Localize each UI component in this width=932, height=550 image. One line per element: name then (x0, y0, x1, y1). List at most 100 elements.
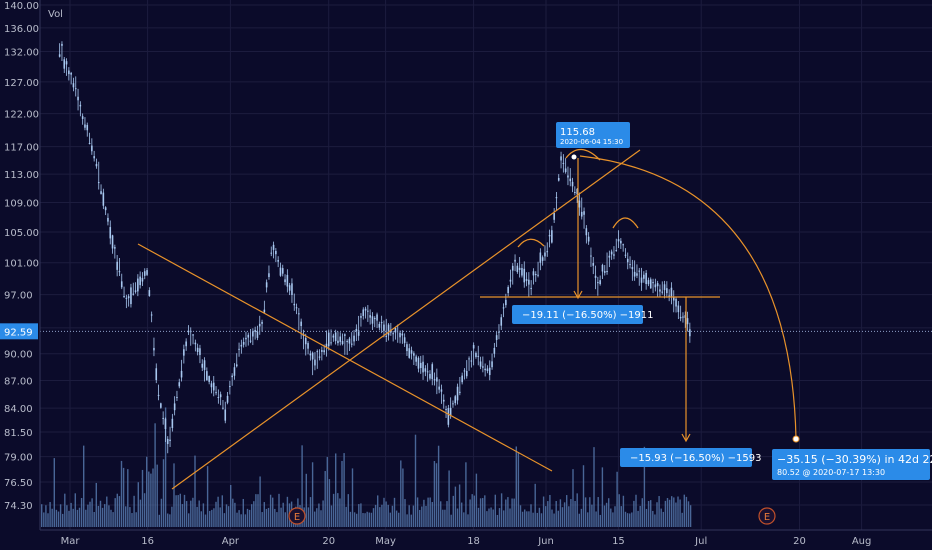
volume-bar (631, 512, 633, 527)
measure2-label-box (620, 448, 752, 467)
candle-body (118, 271, 121, 273)
volume-bar (59, 504, 62, 527)
price-tick-label: 101.00 (4, 259, 39, 270)
volume-bar (635, 494, 637, 527)
volume-bar (106, 496, 108, 527)
candle-body (433, 379, 436, 381)
candle-body (102, 192, 105, 206)
volume-bar (547, 501, 549, 527)
price-tick-label: 76.50 (4, 478, 33, 489)
candle-body (245, 337, 247, 340)
candle-body (268, 273, 270, 277)
candle-body (325, 343, 328, 348)
volume-bar (650, 500, 652, 527)
volume-bar (536, 512, 538, 527)
volume-bar (141, 469, 144, 527)
volume-bar (70, 502, 72, 527)
volume-bar (685, 496, 688, 527)
candle-body (484, 368, 486, 371)
time-axis[interactable]: Mar 16 Apr 20 May 18 Jun 15 Jul 20 Aug (40, 529, 932, 547)
candle-body (576, 189, 578, 195)
earnings-marker (288, 507, 306, 525)
volume-bar (259, 476, 261, 527)
candle-body (408, 348, 411, 358)
volume-bar (45, 505, 47, 527)
time-tick-label: Aug (852, 536, 872, 547)
price-axis[interactable]: 140.00 136.00 132.00 127.00 122.00 117.00 113.… (0, 0, 41, 530)
volume-bar (395, 510, 398, 527)
candle-body (224, 409, 227, 421)
volume-bar (282, 502, 284, 527)
price-tick-label: 87.00 (4, 376, 33, 387)
candle-body (567, 175, 569, 178)
volume-bar (188, 513, 190, 527)
candle-body (153, 347, 155, 351)
time-tick-label: Jun (537, 536, 554, 547)
candle-body (247, 334, 250, 338)
candle-body (640, 277, 643, 283)
volume-bar (513, 498, 515, 527)
volume-bar (461, 502, 463, 527)
candle-body (482, 366, 484, 368)
volume-bar (454, 486, 457, 527)
volume-bar (284, 512, 286, 527)
volume-bar (164, 407, 167, 527)
volume-bar (230, 485, 232, 527)
candle-body (256, 331, 259, 338)
volume-bar (173, 463, 175, 527)
volume-bar (488, 508, 490, 527)
volume-bar (257, 494, 259, 527)
candle-body (456, 386, 459, 401)
candle-body (364, 308, 367, 311)
volume-bar (324, 471, 326, 527)
volume-bar (76, 509, 79, 527)
volume-bar (204, 514, 207, 527)
volume-bar (505, 499, 507, 527)
candle-body (350, 343, 353, 345)
volume-bar (253, 501, 255, 527)
candle-body (212, 382, 215, 391)
volume-bar (398, 512, 400, 527)
peak-price: 115.68 (560, 127, 595, 138)
candle-body (148, 290, 151, 297)
candle-body (442, 399, 445, 402)
price-tick-label: 81.50 (4, 428, 33, 439)
candle-body (477, 355, 480, 357)
candle-body (252, 331, 254, 337)
volume-bar (280, 507, 282, 527)
candle-body (120, 281, 123, 288)
volume-bar (666, 498, 669, 527)
volume-bar (62, 513, 64, 527)
candle-body (327, 332, 330, 347)
candle-body (419, 362, 422, 369)
candle-body (424, 368, 427, 372)
price-tick-label: 74.30 (4, 501, 33, 512)
volume-bar (162, 459, 165, 527)
candle-body (380, 322, 383, 324)
candle-body (114, 247, 116, 249)
volume-bar (129, 507, 131, 527)
volume-bar (192, 497, 194, 527)
candle-body (534, 274, 537, 276)
candle-body (162, 417, 164, 419)
volume-bar (240, 514, 242, 527)
candle-body (385, 335, 388, 337)
volume-bar (452, 495, 454, 527)
volume-bar (370, 512, 373, 527)
volume-bar (561, 507, 564, 527)
volume-bar (654, 514, 656, 527)
volume-bar (431, 502, 433, 527)
candle-body (383, 324, 385, 331)
volume-bar (526, 511, 528, 527)
volume-bar (49, 502, 51, 527)
candle-body (459, 391, 461, 393)
candle-body (70, 72, 72, 75)
candle-body (668, 295, 670, 297)
volume-bar (440, 501, 442, 527)
candle-body (219, 394, 222, 398)
candle-body (72, 83, 75, 88)
volume-bar (610, 508, 612, 527)
candle-body (551, 230, 553, 243)
volume-bar (450, 514, 452, 527)
